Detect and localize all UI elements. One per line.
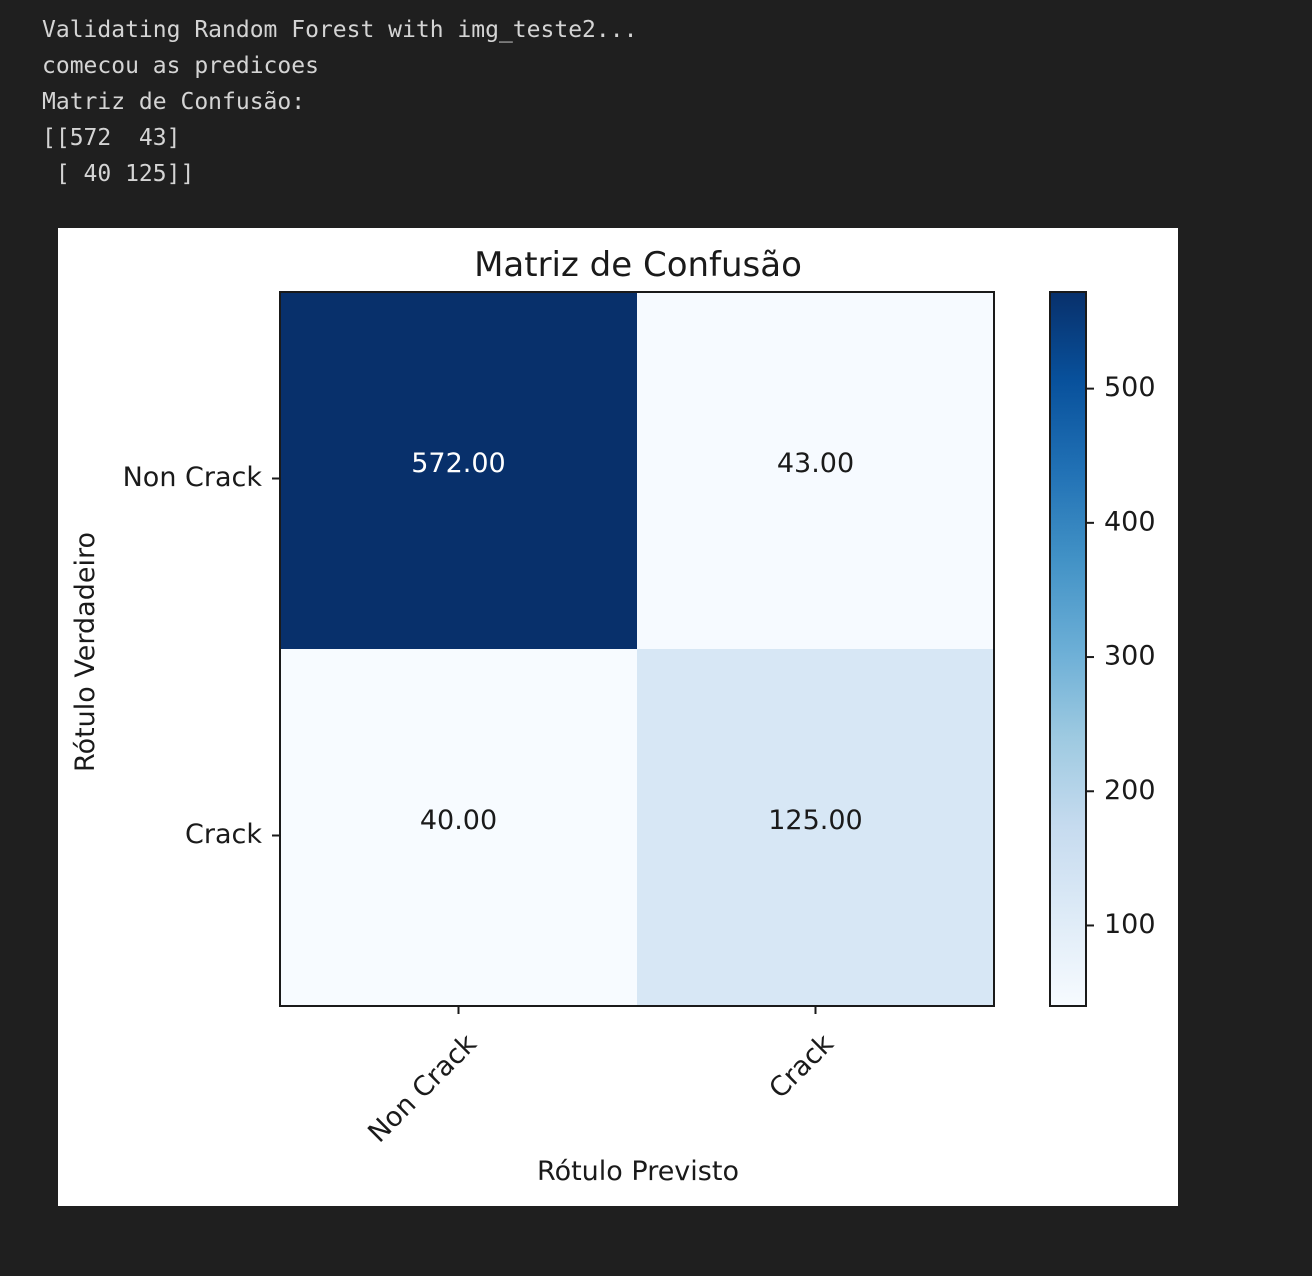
console-line: comecou as predicoes [42,53,319,79]
confusion-matrix-chart: Matriz de Confusão 572.00 43.00 40.00 125.0… [70,245,1156,1187]
colorbar-tick-label: 500 [1104,372,1156,403]
cell-value-label: 43.00 [777,448,854,479]
heatmap-cell [637,292,994,649]
x-axis-label: Rótulo Previsto [537,1156,739,1187]
console-line: Validating Random Forest with img_teste2… [42,17,638,43]
heatmap-cells [280,292,994,1006]
y-axis-label: Rótulo Verdadeiro [70,532,101,772]
heatmap-cell [280,292,637,649]
plot-frame [279,291,995,1007]
console-line: [ 40 125]] [42,161,195,187]
y-tick-label: Non Crack [123,462,263,493]
console-line: [[572 43] [42,125,181,151]
heatmap-cell-labels: 572.00 43.00 40.00 125.00 [411,448,862,836]
console-output: Validating Random Forest with img_teste2… [42,12,637,192]
colorbar-tick-label: 400 [1104,506,1156,537]
cell-value-label: 125.00 [768,805,862,836]
colorbar-ticks: 100 200 300 400 500 [1086,372,1156,940]
chart-title: Matriz de Confusão [474,245,802,285]
x-tick-label: Crack [763,1028,840,1105]
console-line: Matriz de Confusão: [42,89,306,115]
x-axis-ticks: Non Crack Crack [362,1006,840,1149]
colorbar-tick-label: 300 [1104,641,1156,672]
heatmap-cell [280,649,637,1006]
y-axis-ticks: Non Crack Crack [123,462,280,850]
confusion-matrix-figure: Matriz de Confusão 572.00 43.00 40.00 125.0… [58,228,1178,1206]
heatmap-cell [637,649,994,1006]
colorbar-tick-label: 100 [1104,909,1156,940]
colorbar-frame [1049,291,1087,1007]
x-tick-label: Non Crack [362,1028,483,1149]
colorbar-tick-label: 200 [1104,775,1156,806]
y-tick-label: Crack [185,819,262,850]
cell-value-label: 572.00 [411,448,505,479]
cell-value-label: 40.00 [420,805,497,836]
colorbar [1050,292,1086,1006]
